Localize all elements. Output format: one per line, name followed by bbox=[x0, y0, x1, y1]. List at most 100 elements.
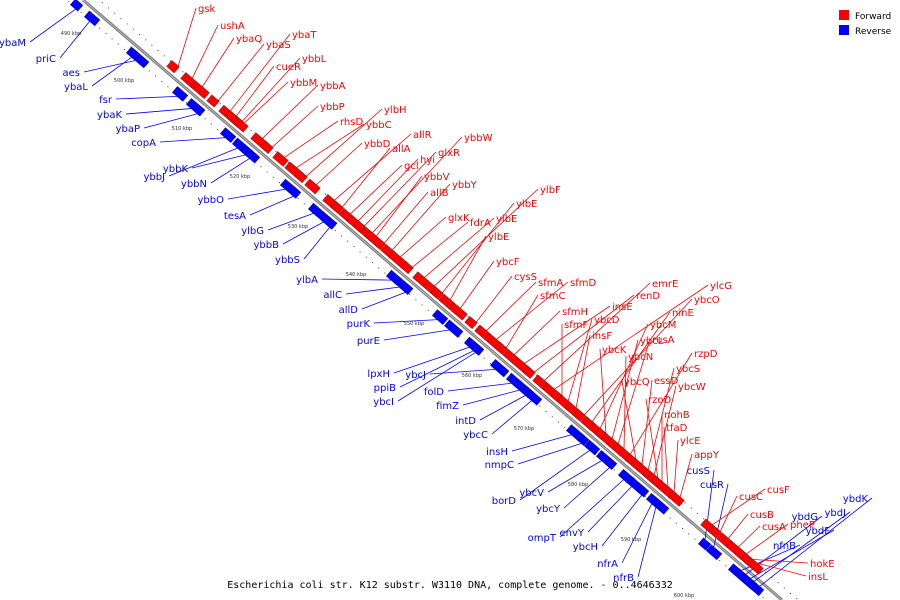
forward-gene-leader-line bbox=[283, 120, 339, 158]
axis-tick bbox=[272, 176, 274, 178]
forward-gene-leader-line bbox=[745, 523, 789, 555]
forward-gene-blob bbox=[304, 178, 321, 195]
axis-tick bbox=[564, 426, 566, 428]
reverse-gene-label: ppiB bbox=[374, 383, 396, 394]
kbp-marker-label: 510 kbp bbox=[172, 126, 192, 132]
reverse-gene-leader-line bbox=[733, 544, 801, 575]
forward-gene-blob bbox=[430, 286, 444, 300]
axis-tick bbox=[210, 123, 212, 125]
reverse-gene-label: copA bbox=[131, 138, 156, 149]
forward-gene-blob bbox=[260, 140, 274, 154]
reverse-gene-label: ybdK bbox=[843, 494, 869, 505]
forward-gene-leader-line bbox=[645, 398, 659, 479]
reverse-gene-blob bbox=[287, 185, 302, 199]
forward-gene-label: gsk bbox=[198, 4, 216, 15]
reverse-gene-leader-line bbox=[491, 399, 533, 435]
axis-tick bbox=[260, 166, 262, 168]
reverse-gene-leader-line bbox=[447, 382, 513, 392]
forward-gene-label: pheP bbox=[790, 520, 815, 531]
axis-tick bbox=[690, 507, 692, 509]
forward-gene-label: appY bbox=[694, 450, 720, 461]
forward-gene-blob bbox=[494, 341, 508, 355]
forward-gene-leader-line bbox=[621, 380, 637, 460]
axis-tick bbox=[182, 71, 184, 73]
forward-gene-label: ybcO bbox=[694, 295, 720, 306]
reverse-gene-label: nfrA bbox=[597, 559, 618, 570]
forward-gene-blob bbox=[206, 94, 220, 108]
reverse-gene-label: fimZ bbox=[436, 401, 459, 412]
axis-tick bbox=[325, 193, 326, 195]
legend-reverse-swatch bbox=[839, 25, 849, 35]
reverse-gene-label: purK bbox=[347, 319, 371, 330]
forward-gene-leader-line bbox=[673, 439, 679, 493]
reverse-gene-blob bbox=[489, 359, 510, 378]
reverse-gene-label: ybdF bbox=[806, 526, 831, 537]
forward-gene-blob bbox=[190, 80, 210, 100]
axis-tick bbox=[157, 50, 159, 52]
forward-gene-leader-line bbox=[719, 495, 738, 533]
axis-tick bbox=[613, 469, 615, 471]
reverse-gene-leader-line bbox=[399, 350, 475, 388]
reverse-gene-leader-line bbox=[91, 56, 133, 87]
axis-tick bbox=[68, 1, 70, 3]
forward-gene-leader-line bbox=[261, 84, 319, 140]
forward-gene-leader-line bbox=[341, 147, 391, 208]
forward-gene-label: rzoD bbox=[648, 395, 671, 406]
forward-gene-label: hokE bbox=[810, 559, 835, 570]
forward-gene-leader-line bbox=[217, 43, 265, 102]
reverse-gene-leader-line bbox=[397, 351, 477, 402]
reverse-gene-leader-line bbox=[519, 449, 591, 501]
forward-gene-label: cueR bbox=[276, 62, 301, 73]
forward-gene-leader-line bbox=[371, 136, 463, 234]
axis-tick bbox=[725, 565, 727, 567]
genome-caption: Escherichia coli str. K12 substr. W3110 … bbox=[227, 580, 673, 591]
forward-gene-leader-line bbox=[533, 294, 635, 373]
forward-gene-leader-line bbox=[357, 158, 419, 222]
forward-gene-leader-line bbox=[653, 385, 677, 476]
reverse-gene-leader-line bbox=[361, 291, 407, 310]
reverse-gene-label: cusS bbox=[687, 466, 710, 477]
reverse-gene-leader-line bbox=[267, 212, 315, 231]
axis-tick bbox=[163, 55, 165, 57]
reverse-gene-leader-line bbox=[159, 137, 227, 143]
reverse-gene-label: ybbJ bbox=[143, 172, 165, 183]
reverse-gene-label: allC bbox=[323, 290, 342, 301]
axis-tick bbox=[796, 598, 798, 600]
reverse-gene-label: ybaM bbox=[0, 38, 26, 49]
axis-tick bbox=[341, 235, 342, 237]
forward-gene-blob bbox=[464, 315, 478, 330]
forward-gene-blob bbox=[232, 116, 249, 133]
reverse-gene-blob bbox=[399, 281, 414, 295]
forward-gene-label: ybcF bbox=[496, 257, 520, 268]
forward-gene-label: emrE bbox=[652, 279, 678, 290]
reverse-gene-blob bbox=[191, 103, 206, 117]
axis-tick bbox=[539, 405, 541, 407]
axis-tick bbox=[688, 533, 690, 535]
forward-gene-label: sfmD bbox=[570, 278, 596, 289]
kbp-marker-label: 500 kbp bbox=[114, 78, 134, 84]
forward-gene-label: cusA bbox=[762, 522, 786, 533]
chromosome-axis-highlight bbox=[82, 0, 783, 600]
axis-tick bbox=[765, 571, 767, 573]
reverse-gene-leader-line bbox=[125, 108, 193, 115]
forward-gene-label: cusC bbox=[739, 492, 763, 503]
kbp-marker-label: 550 kbp bbox=[404, 321, 424, 327]
axis-tick bbox=[359, 251, 361, 253]
axis-tick bbox=[161, 80, 163, 82]
axis-tick bbox=[114, 12, 116, 14]
axis-tick bbox=[684, 502, 686, 504]
axis-tick bbox=[777, 582, 779, 584]
forward-gene-leader-line bbox=[375, 175, 423, 237]
axis-tick bbox=[279, 182, 280, 184]
forward-gene-label: ybbV bbox=[424, 172, 450, 183]
forward-gene-label: ushA bbox=[220, 21, 245, 32]
reverse-gene-leader-line bbox=[753, 497, 873, 592]
axis-tick bbox=[250, 129, 252, 131]
forward-gene-label: rzpD bbox=[694, 349, 718, 360]
axis-tick bbox=[111, 38, 113, 40]
forward-gene-label: sfmH bbox=[562, 307, 588, 318]
reverse-gene-label: borD bbox=[492, 496, 517, 507]
forward-gene-label: cysS bbox=[514, 272, 537, 283]
forward-gene-label: rusA bbox=[652, 335, 675, 346]
